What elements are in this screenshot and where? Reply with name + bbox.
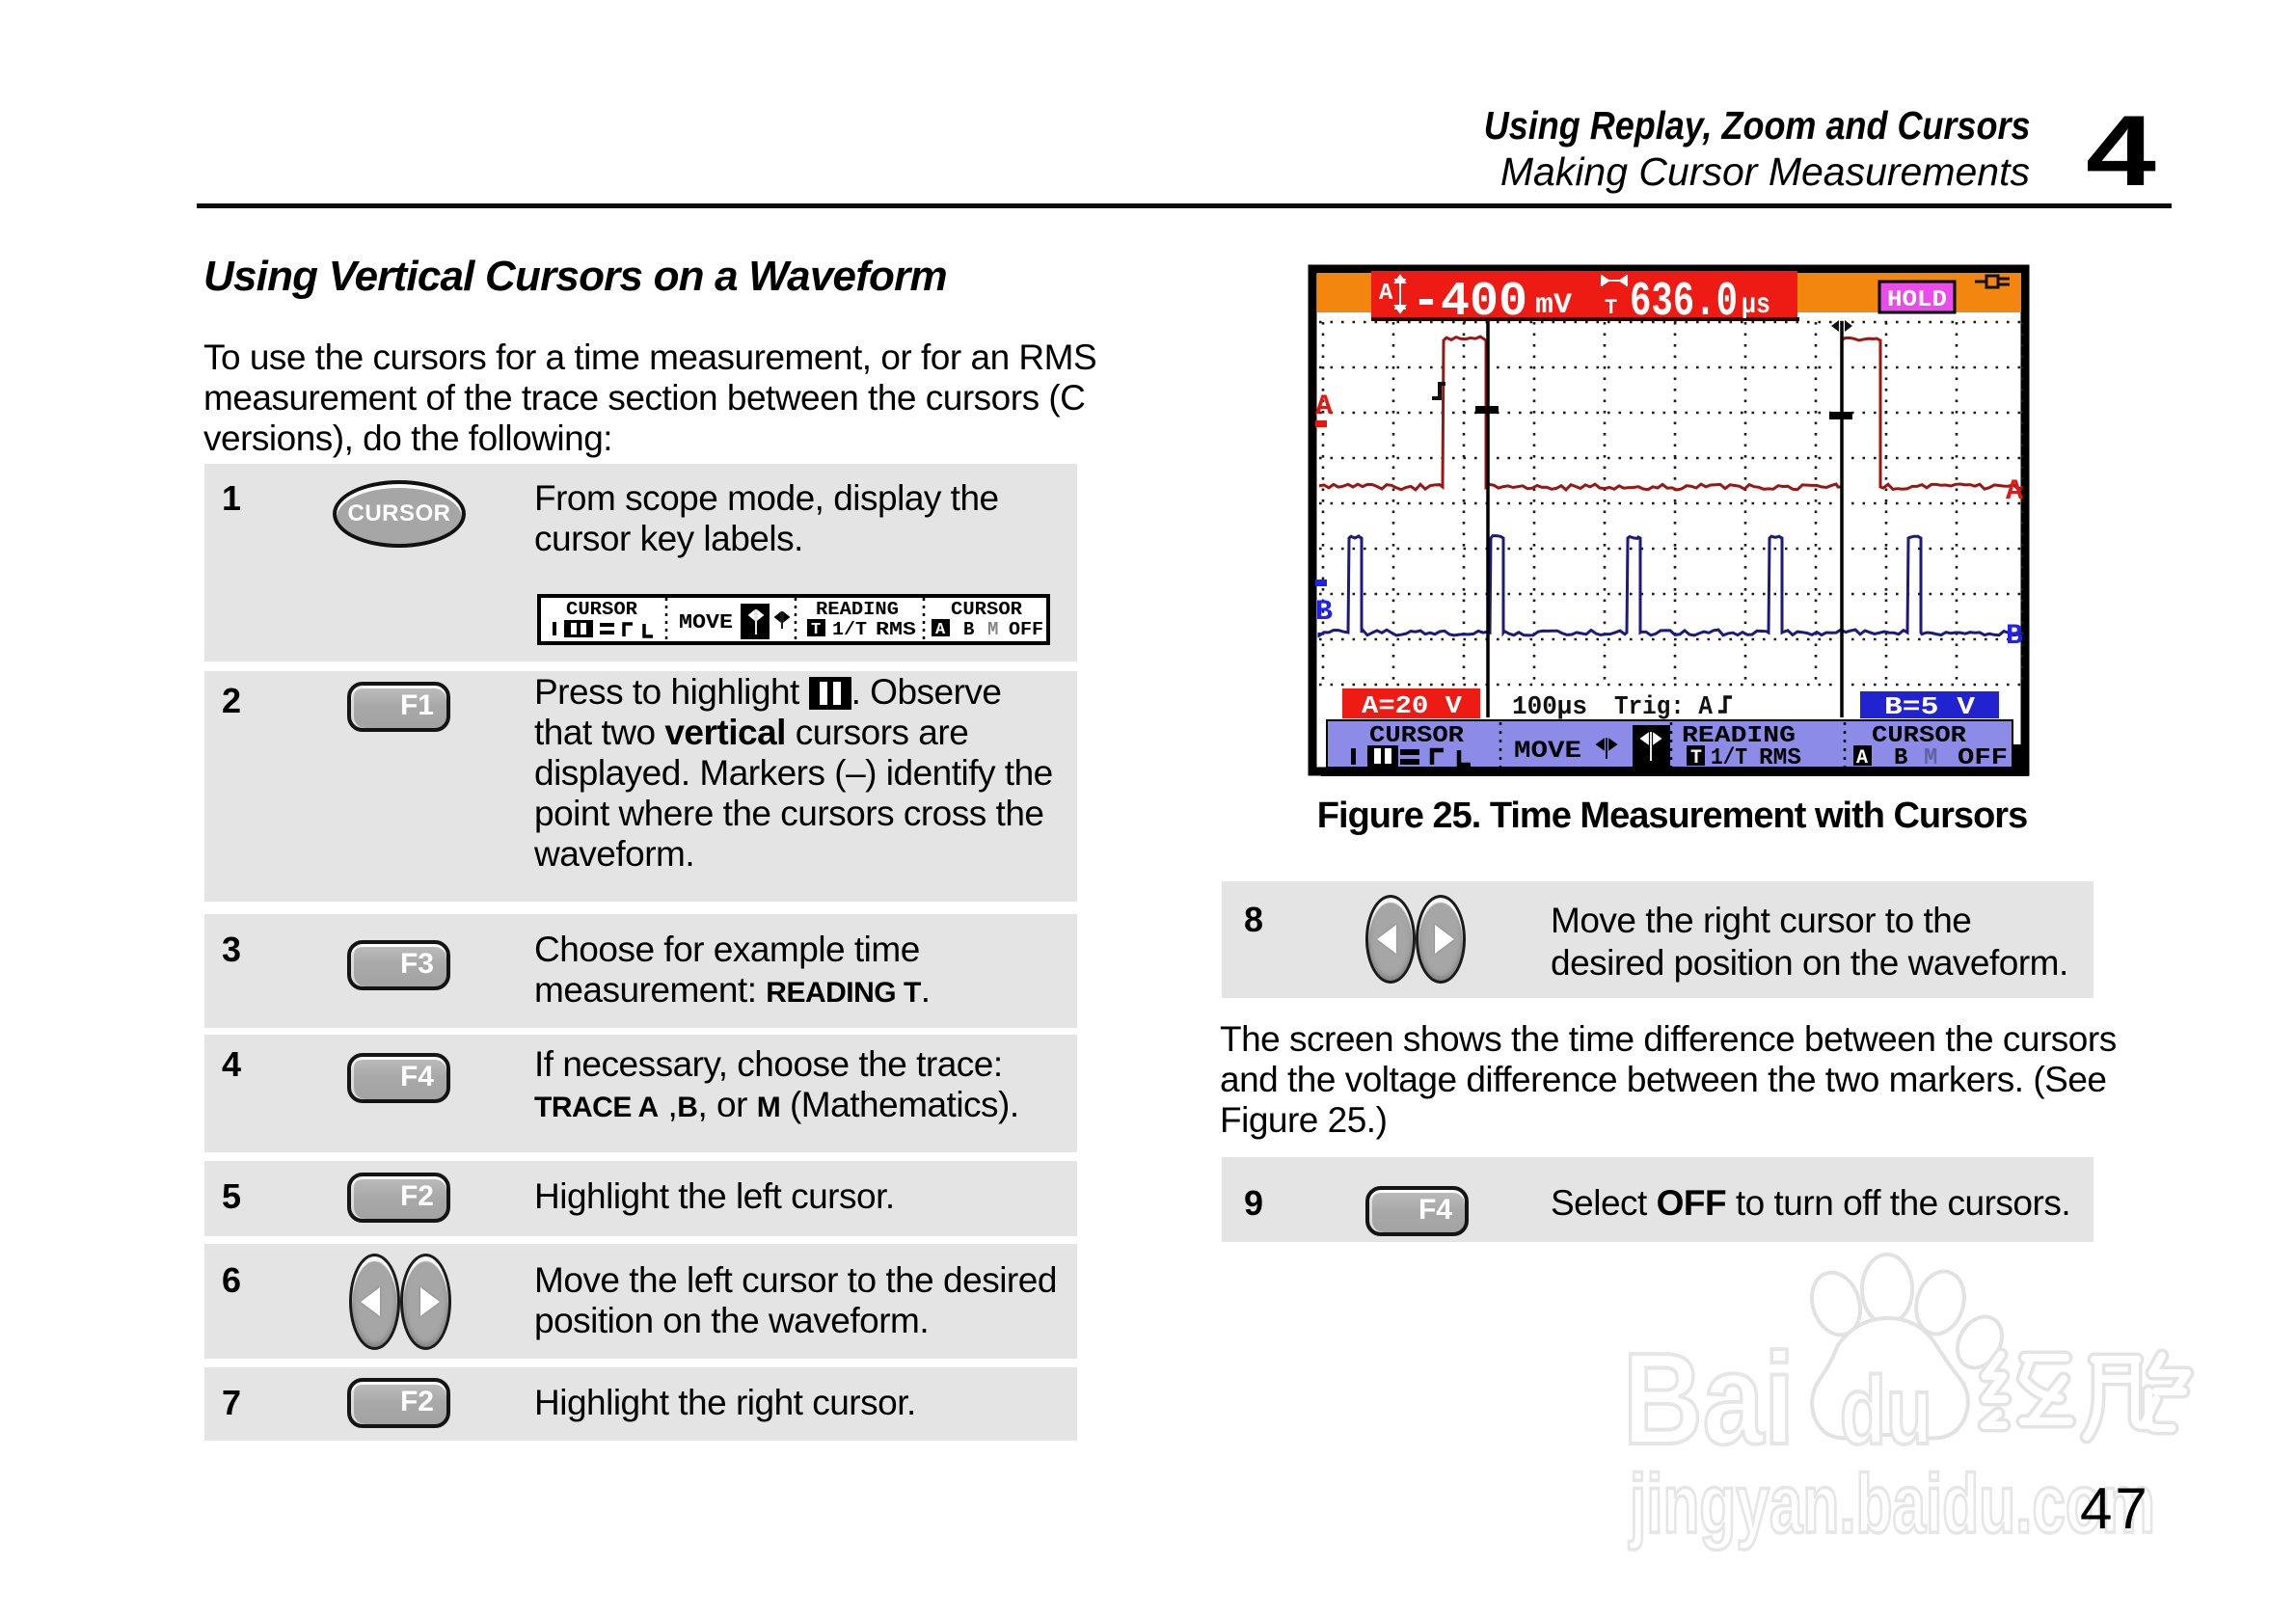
svg-text:B: B	[1315, 596, 1333, 629]
svg-text:A: A	[1379, 281, 1393, 307]
svg-text:MOVE: MOVE	[679, 612, 733, 634]
svg-text:Bai: Bai	[1623, 1326, 1795, 1471]
svg-text:OFF: OFF	[1009, 619, 1043, 640]
svg-text:RMS: RMS	[1759, 745, 1801, 771]
svg-text:-400: -400	[1412, 275, 1527, 330]
svg-text:T: T	[1605, 296, 1617, 320]
svg-text:CURSOR: CURSOR	[1369, 723, 1465, 749]
svg-text:B: B	[2006, 620, 2023, 653]
svg-text:M: M	[987, 619, 998, 640]
svg-text:READING: READING	[816, 599, 899, 620]
svg-text:T: T	[1690, 747, 1702, 769]
svg-text:B=5 V: B=5 V	[1884, 692, 1975, 721]
svg-text:mV: mV	[1535, 289, 1572, 322]
svg-text:MOVE: MOVE	[1514, 737, 1581, 765]
svg-text:636.0: 636.0	[1630, 275, 1738, 330]
svg-text:B: B	[1894, 745, 1907, 771]
svg-text:A: A	[935, 621, 946, 639]
svg-text:READING: READING	[1682, 723, 1796, 749]
svg-text:CURSOR: CURSOR	[1872, 723, 1967, 749]
svg-text:B: B	[963, 619, 974, 640]
svg-text:CURSOR: CURSOR	[566, 599, 638, 620]
svg-text:A: A	[1315, 391, 1333, 423]
svg-text:Trig: A: Trig: A	[1614, 693, 1714, 722]
svg-text:RMS: RMS	[876, 619, 916, 640]
svg-text:du: du	[1840, 1357, 1932, 1465]
svg-text:1/T: 1/T	[832, 619, 867, 640]
svg-text:A: A	[2006, 475, 2023, 508]
svg-text:A=20 V: A=20 V	[1362, 691, 1462, 720]
svg-text:T: T	[811, 621, 821, 639]
svg-text:µs: µs	[1742, 289, 1770, 322]
svg-text:jingyan.baidu.com: jingyan.baidu.com	[1629, 1458, 2155, 1551]
svg-text:M: M	[1924, 745, 1937, 771]
svg-text:HOLD: HOLD	[1887, 287, 1947, 313]
svg-text:OFF: OFF	[1958, 745, 2008, 771]
svg-text:1/T: 1/T	[1711, 745, 1747, 771]
svg-text:CURSOR: CURSOR	[951, 599, 1023, 620]
svg-text:100µs: 100µs	[1512, 693, 1587, 722]
svg-text:A: A	[1856, 747, 1868, 769]
